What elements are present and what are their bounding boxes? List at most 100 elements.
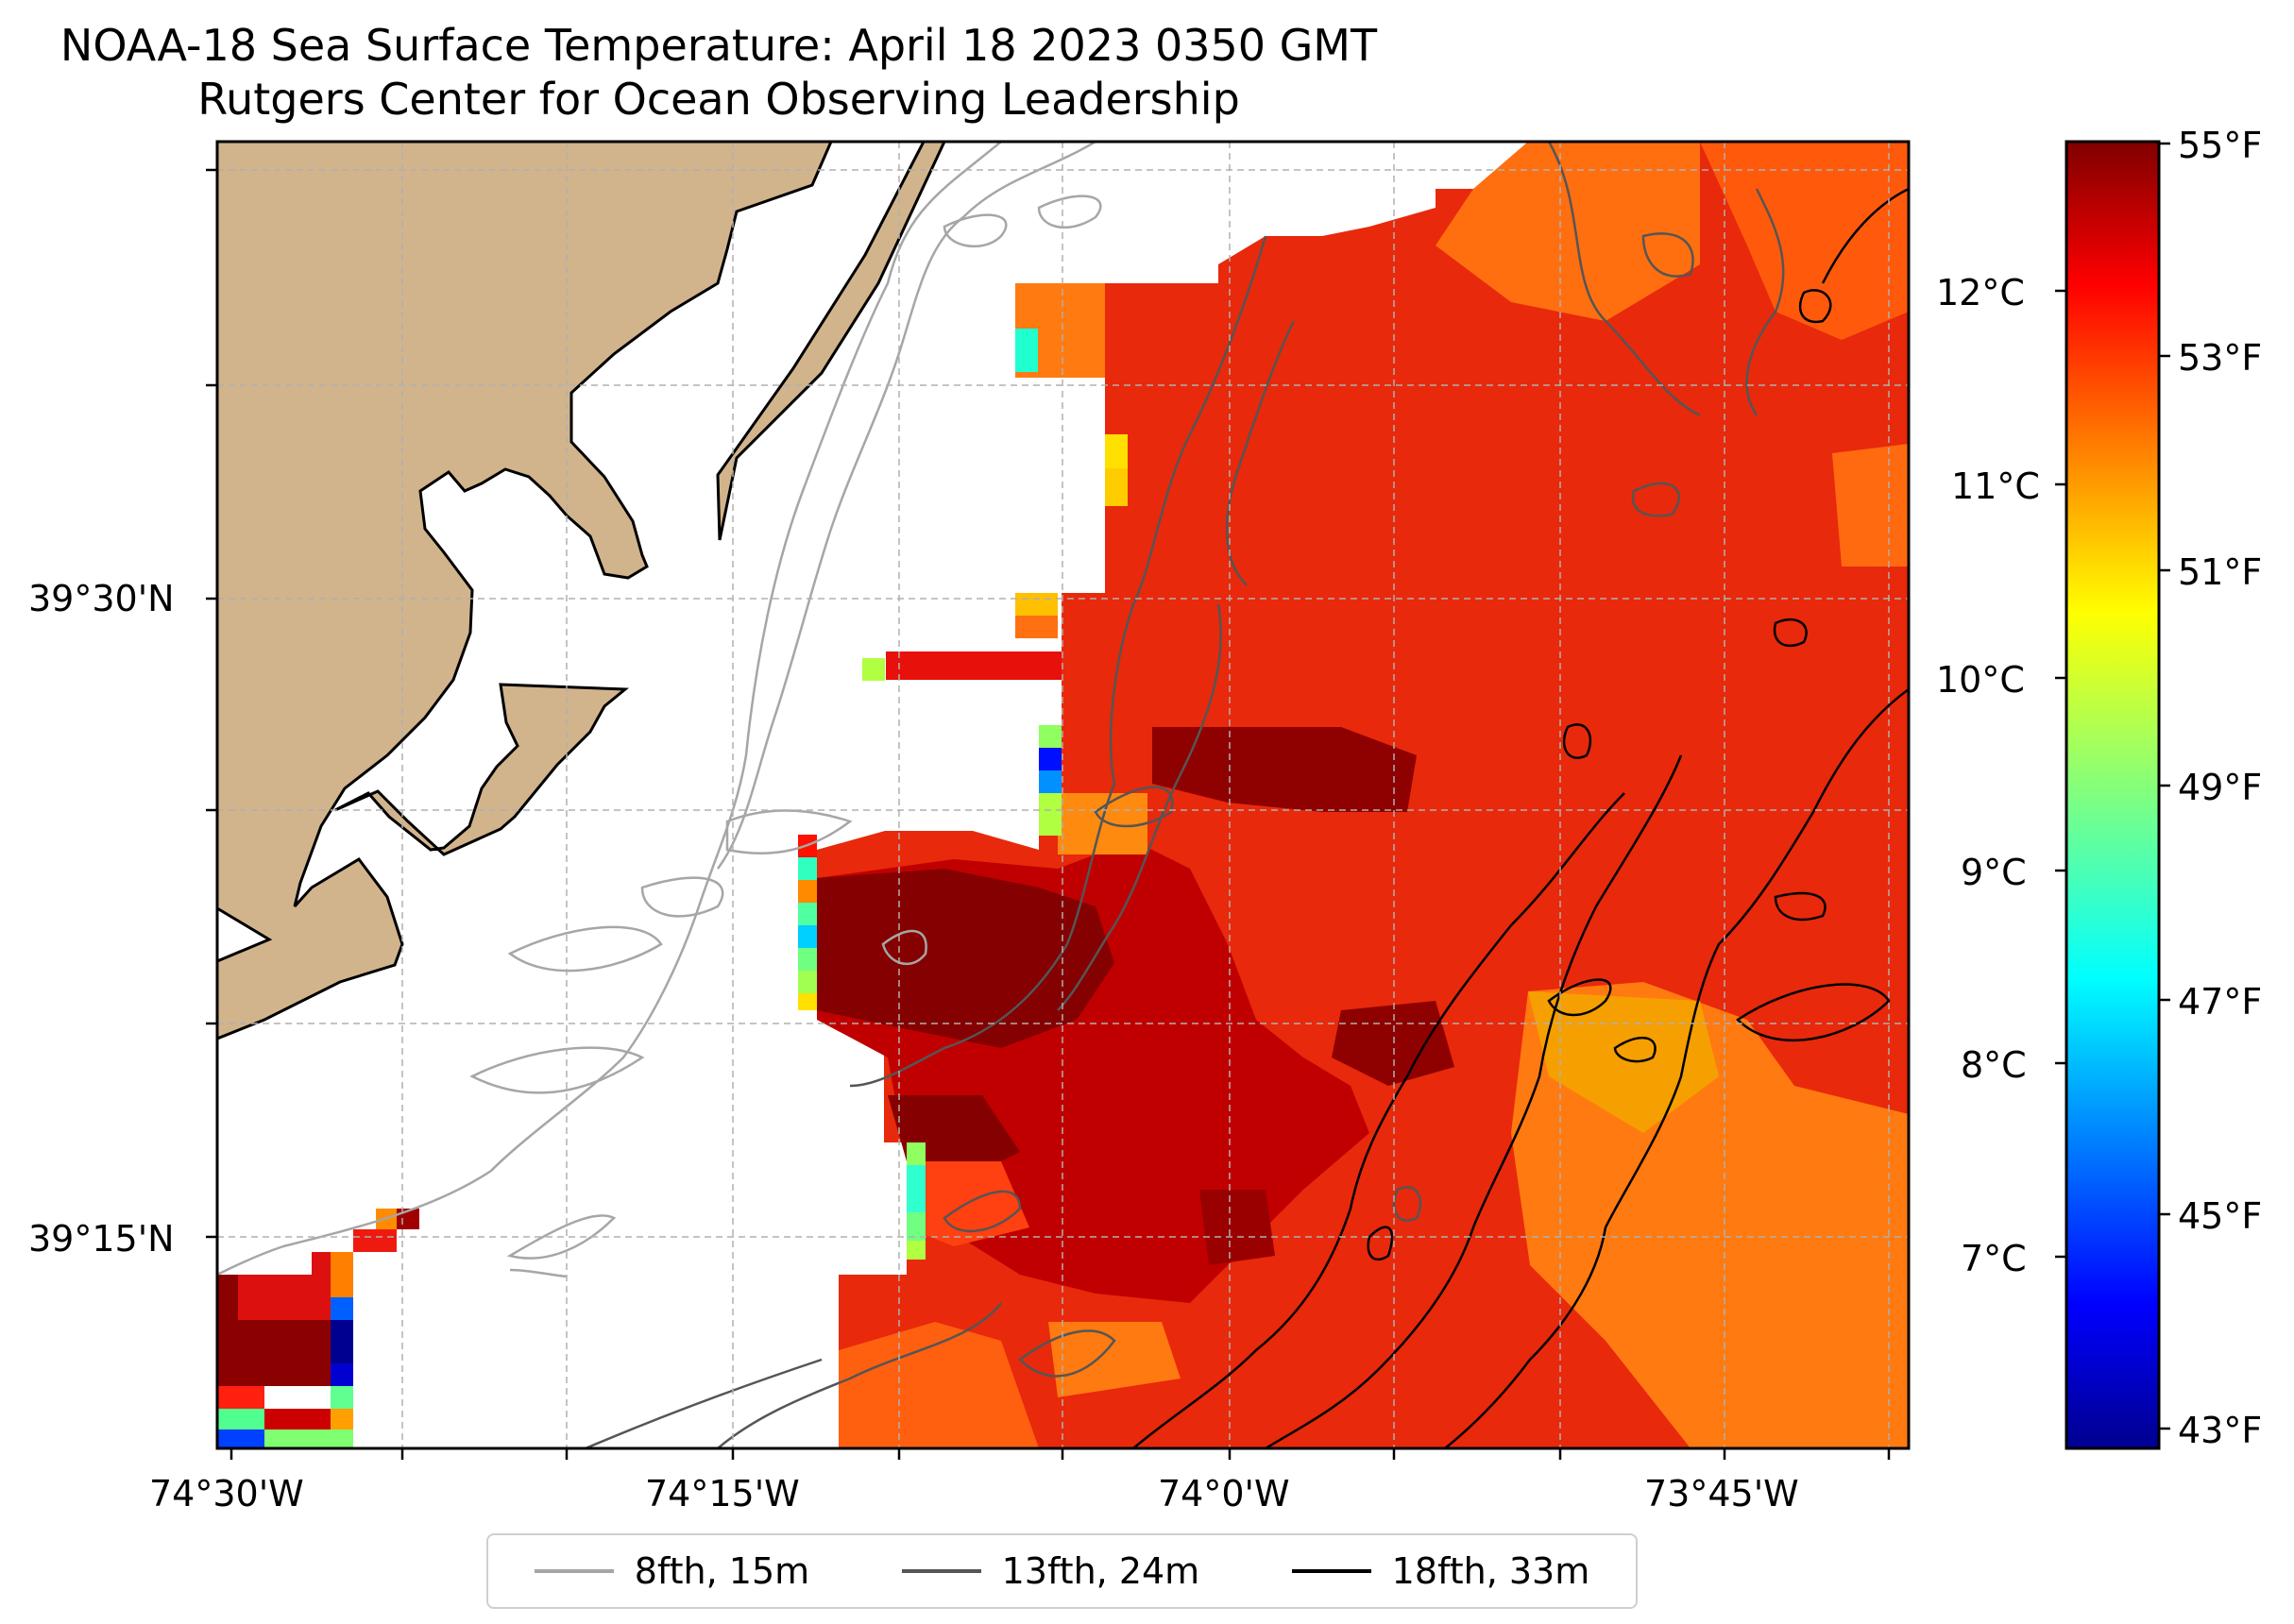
sst-edge-pixel — [907, 1142, 926, 1165]
isobath-contour — [509, 1268, 568, 1278]
sst-cool-area — [1436, 142, 1700, 321]
colorbar-fahrenheit-label: 47°F — [2178, 981, 2263, 1023]
colorbar-fahrenheit-label: 43°F — [2178, 1410, 2263, 1451]
colorbar — [2065, 140, 2161, 1450]
sst-corner-patch — [217, 1429, 264, 1448]
sst-edge-pixel — [1105, 468, 1128, 506]
x-tick-label: 74°0'W — [1158, 1473, 1290, 1514]
sst-edge-pixel — [798, 903, 817, 925]
isobath-contour — [1641, 232, 1694, 278]
gridlines — [217, 142, 1909, 1448]
sst-hot-core — [817, 869, 1114, 1048]
sst-edge-pixel — [798, 971, 817, 993]
isobath-contour — [725, 809, 853, 854]
sst-cool-area — [1528, 991, 1719, 1133]
isobath-contour — [1736, 983, 1891, 1041]
legend-swatch — [534, 1569, 614, 1573]
legend: 8fth, 15m 13fth, 24m 18fth, 33m — [486, 1533, 1638, 1609]
colorbar-fahrenheit-label: 45°F — [2178, 1195, 2263, 1237]
isobath-line — [1821, 187, 1909, 284]
isobath-contour — [1018, 1329, 1116, 1378]
isobath-line — [1444, 687, 1909, 1448]
sst-corner-patch — [264, 1429, 353, 1448]
colorbar-celsius-label: 9°C — [1961, 852, 2027, 893]
legend-label: 18fth, 33m — [1391, 1550, 1590, 1592]
isobath-line — [717, 1302, 1002, 1448]
sst-cool-area — [839, 1322, 1039, 1448]
colorbar-fahrenheit-label: 53°F — [2178, 337, 2263, 379]
isobath-contour — [1367, 1226, 1394, 1261]
y-tick-label: 39°15'N — [28, 1218, 175, 1260]
colorbar-celsius-label: 7°C — [1961, 1238, 2027, 1279]
isobath-line — [1225, 320, 1296, 586]
legend-swatch — [901, 1569, 981, 1573]
y-tick-label: 39°30'N — [28, 578, 175, 619]
sst-corner-patch — [217, 1386, 264, 1409]
x-tick-label: 74°15'W — [645, 1473, 800, 1514]
legend-label: 13fth, 24m — [1001, 1550, 1200, 1592]
sst-hot-patch — [1199, 1190, 1275, 1265]
sst-strip — [886, 651, 1062, 680]
colorbar-fahrenheit-label: 49°F — [2178, 767, 2263, 808]
isobath-line — [849, 235, 1267, 1088]
sst-edge-pixel — [798, 880, 817, 903]
sst-edge-pixel — [1039, 770, 1062, 793]
sst-edge-pixel — [1039, 725, 1062, 748]
sst-corner-patch — [331, 1297, 353, 1320]
sst-edge-pixel — [1039, 793, 1062, 836]
legend-swatch — [1291, 1569, 1371, 1573]
sst-edge-pixel — [798, 925, 817, 948]
sst-corner-patch — [331, 1363, 353, 1386]
isobath-contour — [1392, 1186, 1422, 1222]
isobath-line — [1745, 188, 1785, 416]
isobath-13fth — [585, 142, 1785, 1448]
isobath-contour — [1037, 195, 1102, 229]
isobath-8fth — [217, 142, 1102, 1278]
legend-item-8fth: 8fth, 15m — [534, 1550, 810, 1592]
axis-ticks — [206, 168, 1891, 1460]
sst-corner-patch — [353, 1229, 397, 1252]
sst-hot-patch — [1152, 727, 1417, 812]
colorbar-fahrenheit-label: 51°F — [2178, 551, 2263, 593]
sst-corner-patch — [217, 1409, 264, 1429]
legend-label: 8fth, 15m — [634, 1550, 810, 1592]
isobath-contour — [469, 1046, 645, 1094]
isobath-contour — [943, 213, 1008, 248]
isobath-contour — [507, 925, 663, 973]
isobath-contour — [640, 876, 724, 918]
sst-edge-pixel — [907, 1212, 926, 1241]
isobath-contour — [1547, 978, 1612, 1017]
sst-edge-pixel — [1015, 616, 1058, 638]
isobath-contour — [1631, 482, 1681, 517]
land-mainland — [217, 142, 833, 1040]
sst-hot-patch — [1332, 1001, 1454, 1086]
isobath-line — [1132, 792, 1625, 1448]
isobath-line — [585, 1358, 823, 1448]
legend-item-13fth: 13fth, 24m — [901, 1550, 1200, 1592]
sst-edge-pixel — [907, 1165, 926, 1212]
sst-corner-patch — [331, 1386, 353, 1409]
x-tick-label: 74°30'W — [149, 1473, 304, 1514]
isobath-line — [1265, 754, 1683, 1448]
x-tick-label: 73°45'W — [1644, 1473, 1799, 1514]
chart-subtitle: Rutgers Center for Ocean Observing Leade… — [197, 74, 1240, 125]
colorbar-celsius-label: 11°C — [1951, 465, 2040, 507]
sst-corner-patch — [264, 1409, 331, 1429]
isobath-contour — [881, 929, 927, 965]
isobath-line — [1057, 603, 1222, 1011]
colorbar-ticks — [2055, 142, 2170, 1430]
sst-edge-pixel — [1015, 329, 1038, 372]
sst-edge-pixel — [1105, 434, 1128, 468]
isobath-contour — [1798, 289, 1832, 324]
sst-cool-area — [1700, 142, 1909, 340]
colorbar-celsius-label: 12°C — [1936, 272, 2025, 313]
legend-item-18fth: 18fth, 33m — [1291, 1550, 1590, 1592]
isobath-18fth — [1132, 187, 1909, 1448]
sst-edge-pixel — [798, 993, 817, 1010]
sst-raster — [217, 142, 1909, 1448]
sst-corner-patch — [238, 1275, 331, 1320]
isobath-contour — [506, 1214, 617, 1260]
sst-edge-pixel — [1015, 593, 1058, 616]
isobath-line — [1547, 142, 1701, 417]
